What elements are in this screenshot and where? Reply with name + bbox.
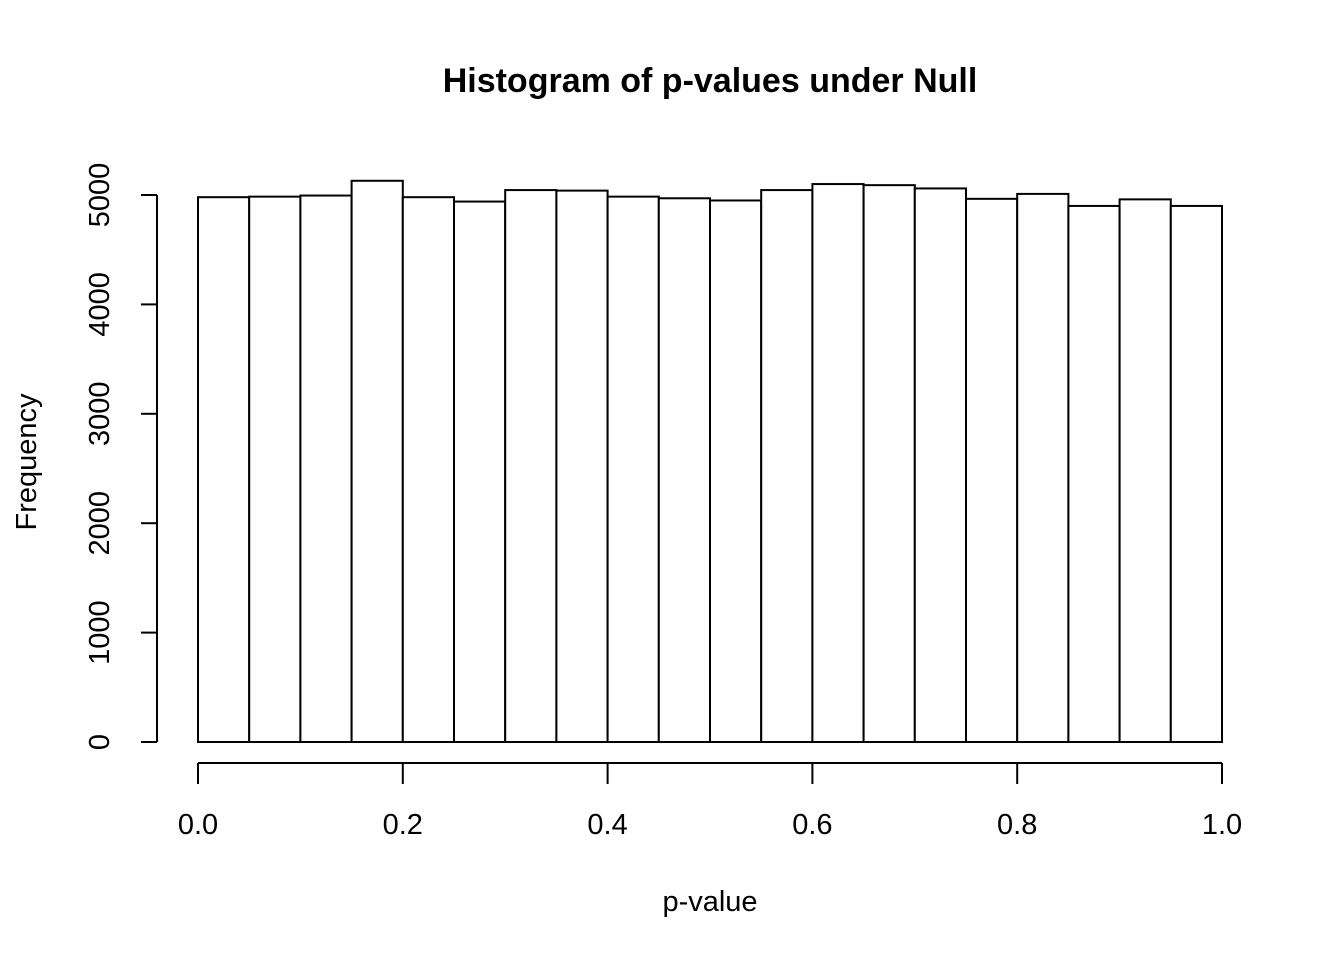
histogram-bar xyxy=(1016,192,1070,743)
histogram-bar xyxy=(299,194,353,743)
y-tick-label: 5000 xyxy=(84,163,116,228)
histogram-bar xyxy=(657,197,711,744)
x-axis-label: p-value xyxy=(662,886,757,918)
histogram-bar xyxy=(811,183,865,743)
x-tick-label: 0.2 xyxy=(383,809,423,841)
chart-title: Histogram of p-values under Null xyxy=(443,62,978,100)
histogram-bar xyxy=(1067,204,1121,743)
y-tick-label: 1000 xyxy=(84,600,116,665)
histogram-bar xyxy=(401,196,455,744)
histogram-bar xyxy=(555,189,609,743)
histogram-bar xyxy=(606,195,660,744)
histogram-bar xyxy=(862,184,916,744)
histogram-bar xyxy=(248,195,302,744)
histogram-bar xyxy=(913,187,967,744)
histogram-bar xyxy=(197,196,251,744)
histogram-bar xyxy=(760,189,814,743)
x-tick-label: 0.4 xyxy=(587,809,627,841)
x-tick-label: 1.0 xyxy=(1202,809,1242,841)
x-tick-label: 0.8 xyxy=(997,809,1037,841)
y-tick-label: 3000 xyxy=(84,382,116,447)
x-tick-label: 0.0 xyxy=(178,809,218,841)
histogram-bar xyxy=(709,199,763,744)
histogram-bar xyxy=(453,200,507,743)
histogram-bar xyxy=(1118,198,1172,744)
x-tick-label: 0.6 xyxy=(792,809,832,841)
x-axis: 0.0 0.2 0.4 0.6 0.8 1.0 xyxy=(178,762,1242,841)
histogram-bar xyxy=(1169,204,1224,743)
y-axis-label: Frequency xyxy=(11,393,43,531)
histogram-bar xyxy=(504,189,558,743)
y-axis: 0 1000 2000 3000 4000 5000 xyxy=(84,163,158,750)
histogram-bar xyxy=(965,197,1019,744)
y-tick-label: 4000 xyxy=(84,272,116,337)
histogram-bar xyxy=(350,179,404,743)
y-tick-label: 2000 xyxy=(84,491,116,556)
bars-group xyxy=(197,179,1224,744)
y-tick-label: 0 xyxy=(84,734,116,750)
